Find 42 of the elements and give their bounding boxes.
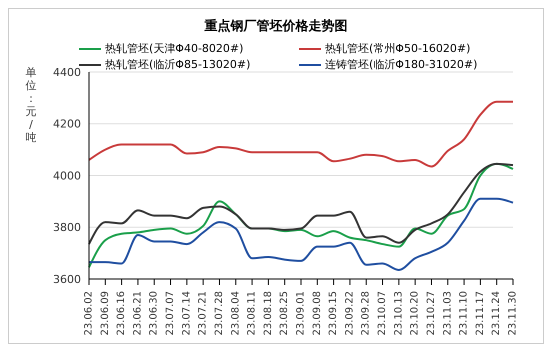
x-tick-label: 23.08.04 xyxy=(230,291,242,336)
y-axis-title: 单位：元/吨 xyxy=(26,66,36,144)
x-tick-label: 23.11.03 xyxy=(442,291,454,336)
x-tick-label: 23.11.17 xyxy=(474,291,486,336)
legend-label: 热轧管坯(常州Φ50-16020#) xyxy=(325,41,470,56)
x-tick-label: 23.06.09 xyxy=(100,291,111,336)
x-tick-label: 23.09.08 xyxy=(312,291,323,336)
legend-label: 热轧管坯(临沂Φ85-13020#) xyxy=(105,57,250,72)
y-tick-label: 4000 xyxy=(53,169,81,182)
legend-label: 热轧管坯(天津Φ40-8020#) xyxy=(105,41,244,56)
x-tick-label: 23.07.21 xyxy=(198,291,209,336)
line-series xyxy=(88,162,514,246)
x-tick-label: 23.06.30 xyxy=(148,291,160,336)
x-tick-label: 23.09.28 xyxy=(360,291,372,336)
y-tick-label: 3600 xyxy=(53,272,81,286)
x-tick-label: 23.11.10 xyxy=(458,291,470,336)
x-tick-label: 23.06.02 xyxy=(84,291,94,336)
x-tick-label: 23.07.28 xyxy=(214,291,225,336)
x-tick-label: 23.09.01 xyxy=(296,291,306,336)
line-series xyxy=(88,100,514,168)
x-tick-label: 23.10.13 xyxy=(393,291,404,336)
legend-label: 连铸管坯(临沂Φ180-31020#) xyxy=(325,57,478,72)
x-tick-label: 23.10.07 xyxy=(377,291,388,336)
y-tick-label: 4400 xyxy=(53,66,81,79)
x-tick-label: 23.07.07 xyxy=(165,291,176,336)
x-tick-label: 23.06.21 xyxy=(132,291,144,336)
x-tick-label: 23.08.25 xyxy=(279,291,290,336)
x-tick-label: 23.08.18 xyxy=(262,291,274,336)
x-tick-label: 23.07.14 xyxy=(181,291,192,336)
chart-title: 重点钢厂管坯价格走势图 xyxy=(204,18,348,35)
x-tick-label: 23.08.11 xyxy=(246,291,258,336)
y-tick-label: 4200 xyxy=(53,118,81,131)
x-tick-label: 23.10.20 xyxy=(410,291,421,336)
x-tick-label: 23.10.27 xyxy=(426,291,437,336)
x-tick-label: 23.09.15 xyxy=(328,291,340,336)
x-tick-label: 23.11.30 xyxy=(508,291,518,336)
x-tick-label: 23.06.16 xyxy=(116,291,128,336)
x-tick-label: 23.11.24 xyxy=(491,291,502,336)
line-series xyxy=(88,162,514,268)
x-tick-label: 23.09.22 xyxy=(344,291,356,336)
line-series xyxy=(88,198,514,271)
y-tick-label: 3800 xyxy=(53,221,81,234)
